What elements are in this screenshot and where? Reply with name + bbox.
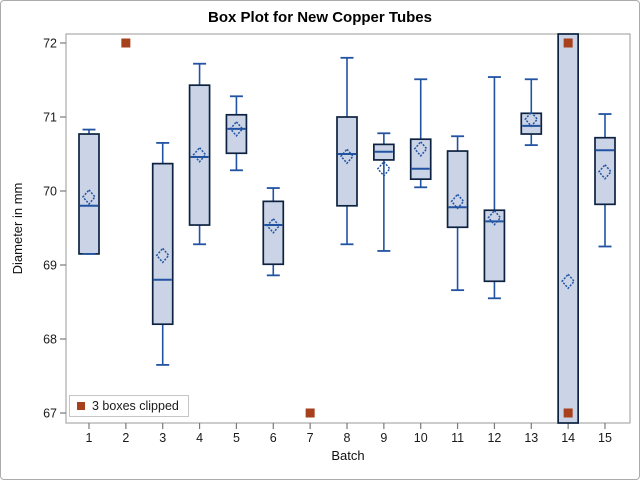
mean-diamond (561, 273, 576, 290)
box (483, 209, 506, 283)
x-tick-label: 13 (524, 431, 538, 445)
box (594, 136, 616, 206)
x-tick-label: 8 (344, 431, 351, 445)
y-tick-label: 72 (43, 37, 57, 51)
mean-diamond (266, 217, 281, 234)
mean-diamond (340, 148, 354, 165)
x-tick-label: 3 (159, 431, 166, 445)
mean-diamond (376, 160, 391, 177)
y-tick-label: 70 (43, 185, 57, 199)
chart-title: Box Plot for New Copper Tubes (208, 9, 432, 26)
y-tick-label: 69 (43, 259, 57, 273)
box (336, 116, 358, 207)
mean-diamond (524, 111, 539, 128)
mean-diamond (229, 120, 244, 137)
clip-marker (121, 38, 131, 48)
x-tick-label: 1 (86, 431, 93, 445)
y-axis-label: Diameter in mm (10, 182, 25, 275)
x-tick-label: 2 (122, 431, 129, 445)
x-tick-label: 14 (561, 431, 575, 445)
box (188, 84, 211, 226)
y-tick-label: 68 (43, 333, 57, 347)
clip-marker (305, 408, 315, 418)
box (446, 150, 469, 229)
clipped-legend: 3 boxes clipped (69, 395, 189, 417)
x-tick-label: 10 (414, 431, 428, 445)
x-tick-label: 6 (270, 431, 277, 445)
box (520, 112, 543, 135)
plot-frame (65, 33, 631, 424)
y-tick-label: 67 (43, 407, 57, 421)
mean-diamond (155, 247, 170, 264)
x-tick-label: 4 (196, 431, 203, 445)
mean-diamond (450, 193, 465, 210)
x-tick-label: 5 (233, 431, 240, 445)
box-clipped-both (557, 33, 579, 424)
clip-marker (563, 408, 573, 418)
clipped-legend-label: 3 boxes clipped (92, 399, 179, 413)
x-tick-label: 12 (487, 431, 501, 445)
mean-diamond (413, 140, 428, 157)
clip-marker (563, 38, 573, 48)
x-tick-label: 7 (307, 431, 314, 445)
mean-diamond (192, 146, 207, 163)
box (225, 113, 248, 155)
mean-diamond (487, 209, 502, 226)
box (78, 133, 100, 255)
x-tick-label: 11 (451, 431, 464, 445)
x-tick-label: 15 (598, 431, 612, 445)
clipped-marker-icon (77, 402, 85, 410)
y-tick-label: 71 (43, 111, 57, 125)
mean-diamond (82, 188, 96, 206)
box (151, 162, 174, 326)
mean-diamond (598, 163, 612, 180)
x-axis-label: Batch (331, 448, 365, 463)
box (409, 138, 432, 181)
x-tick-label: 9 (380, 431, 387, 445)
